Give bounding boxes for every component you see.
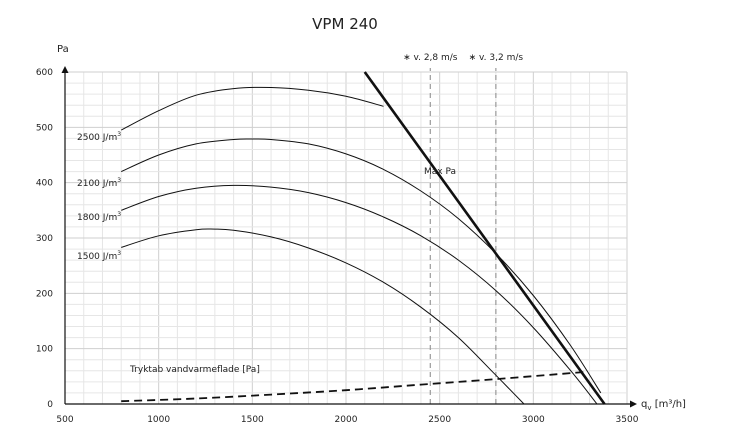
series-label: 2100 J/m3 <box>77 177 121 189</box>
series-line-tryktab-vandvarmeflade-pa <box>121 371 586 403</box>
series-label: 2500 J/m3 <box>77 131 121 143</box>
y-tick-label: 300 <box>36 234 53 244</box>
velocity-reference-label: ∗ v. 2,8 m/s <box>403 53 458 63</box>
series-label: Max Pa <box>424 167 456 177</box>
y-axis-arrow <box>61 66 69 73</box>
y-tick-label: 600 <box>36 68 53 78</box>
series-label: 1500 J/m3 <box>77 250 121 262</box>
x-axis-label: qv [m³/h] <box>641 399 686 412</box>
x-tick-label: 500 <box>56 415 73 425</box>
series-line-2100-j-m <box>120 138 602 394</box>
series-label: Tryktab vandvarmeflade [Pa] <box>129 365 260 375</box>
series-line-1500-j-m <box>121 228 525 405</box>
y-axis-label: Pa <box>57 44 69 55</box>
grid <box>64 71 628 405</box>
x-axis-arrow <box>630 400 637 408</box>
x-tick-label: 3500 <box>616 415 639 425</box>
y-tick-label: 500 <box>36 123 53 133</box>
x-tick-label: 1000 <box>147 415 170 425</box>
x-tick-label: 3000 <box>522 415 545 425</box>
series-line-max-pa <box>363 71 606 405</box>
y-tick-label: 200 <box>36 289 53 299</box>
reference-lines <box>429 68 497 404</box>
x-tick-label: 1500 <box>241 415 264 425</box>
y-tick-label: 100 <box>36 345 53 355</box>
y-tick-label: 0 <box>47 400 53 410</box>
series-label: 1800 J/m3 <box>77 211 121 223</box>
velocity-reference-label: ∗ v. 3,2 m/s <box>469 53 524 63</box>
series-group <box>120 71 606 405</box>
labels: ∗ v. 2,8 m/s ∗ v. 3,2 m/s 2500 J/m3 2100 J/… <box>36 44 686 425</box>
series-line-2500-j-m <box>120 86 384 131</box>
chart-title: VPM 240 <box>312 15 378 33</box>
x-tick-label: 2500 <box>428 415 451 425</box>
x-tick-label: 2000 <box>335 415 358 425</box>
axes <box>61 66 637 408</box>
series-line-1800-j-m <box>121 184 598 405</box>
y-tick-label: 400 <box>36 179 53 189</box>
